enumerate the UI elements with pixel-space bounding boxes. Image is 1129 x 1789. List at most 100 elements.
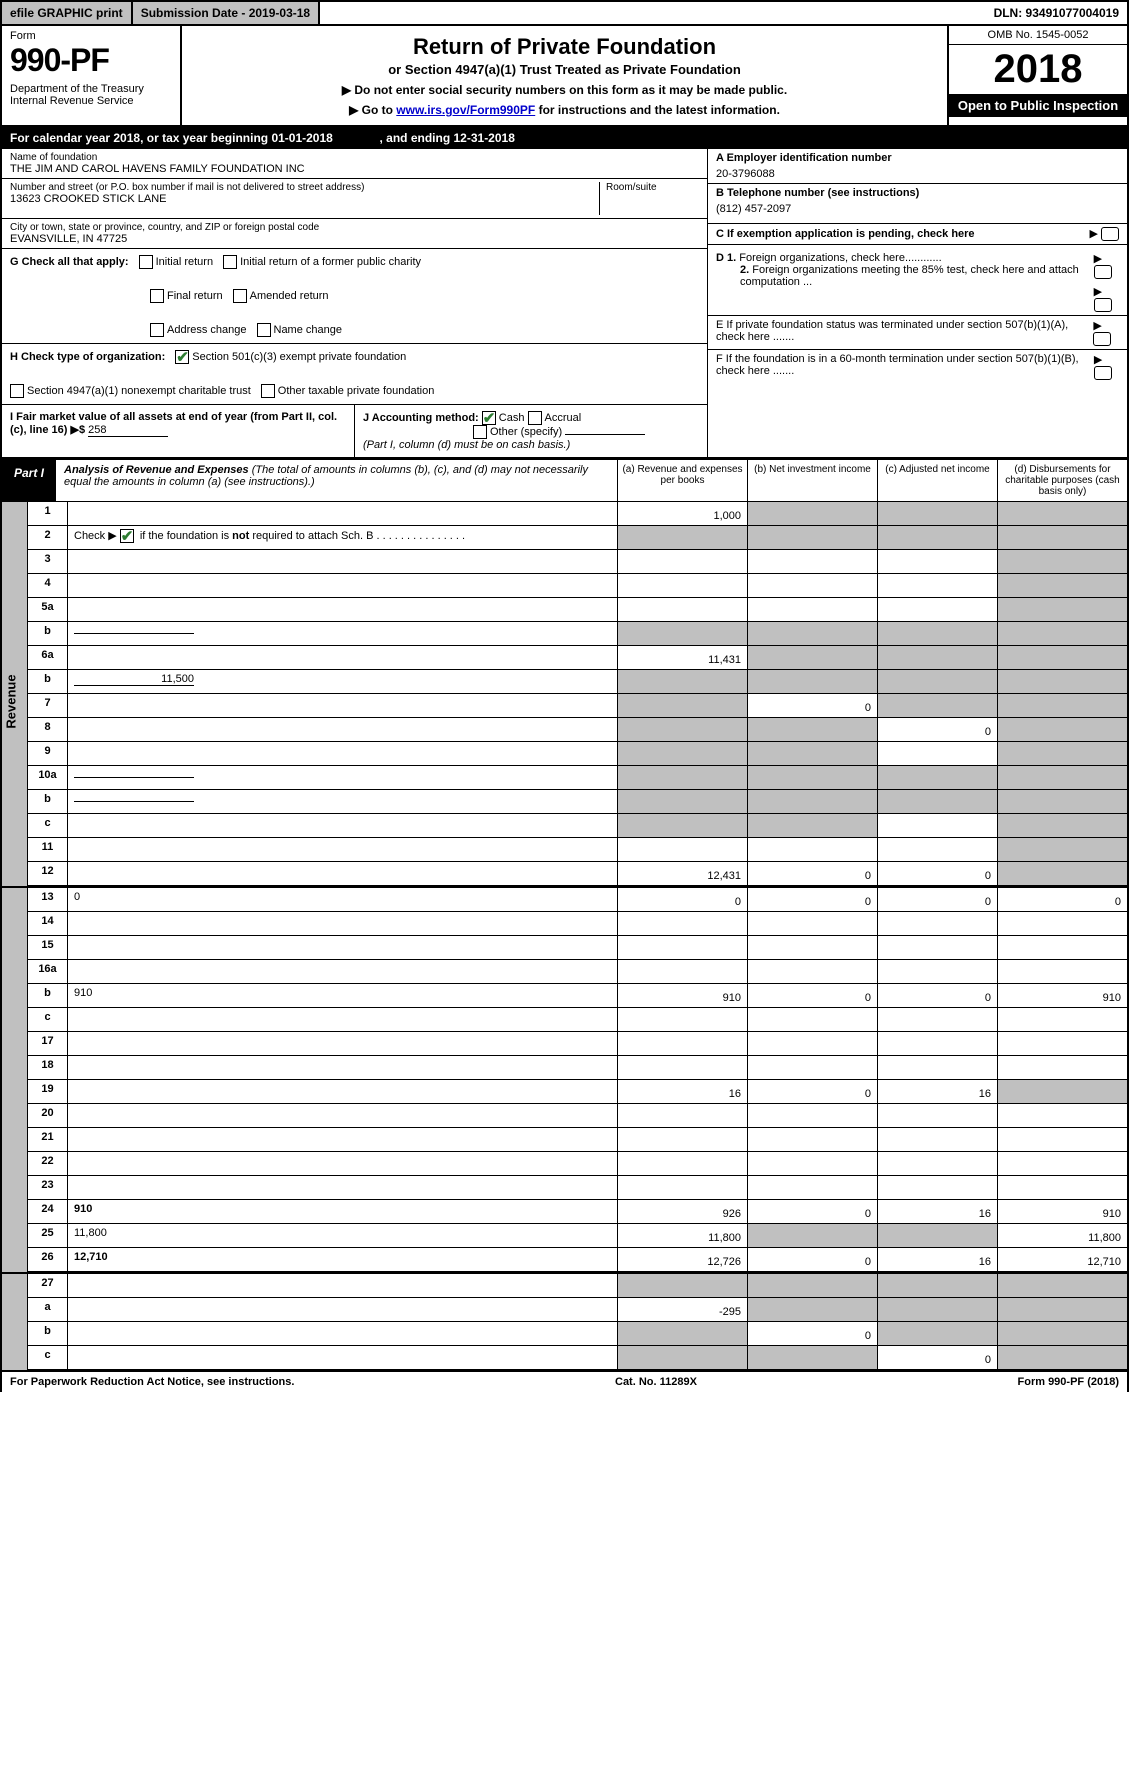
cell-a: [617, 742, 747, 765]
part1-badge: Part I: [2, 460, 56, 501]
col-a-header: (a) Revenue and expenses per books: [617, 460, 747, 501]
c-checkbox[interactable]: [1101, 227, 1119, 241]
line-description: [68, 742, 617, 765]
cell-d: [997, 1128, 1127, 1151]
table-row: 1212,43100: [28, 862, 1127, 886]
table-row: 24910926016910: [28, 1200, 1127, 1224]
h-4947[interactable]: [10, 384, 24, 398]
cell-b: [747, 1176, 877, 1199]
cell-c: 0: [877, 862, 997, 885]
revenue-table: Revenue 11,0002Check ▶ if the foundation…: [0, 502, 1129, 888]
cell-a: [617, 1176, 747, 1199]
city-state-zip: EVANSVILLE, IN 47725: [10, 233, 699, 245]
cell-b: [747, 936, 877, 959]
schb-checkbox[interactable]: [120, 529, 134, 543]
cell-c: [877, 1274, 997, 1297]
cell-a: 11,431: [617, 646, 747, 669]
table-row: b: [28, 790, 1127, 814]
cell-b: [747, 1128, 877, 1151]
cell-d: [997, 814, 1127, 837]
revenue-side-label: Revenue: [2, 502, 28, 886]
table-row: 3: [28, 550, 1127, 574]
table-row: b0: [28, 1322, 1127, 1346]
cell-d: [997, 1080, 1127, 1103]
d1-checkbox[interactable]: [1094, 265, 1112, 279]
cell-d: [997, 766, 1127, 789]
h-other-taxable[interactable]: [261, 384, 275, 398]
g-initial-return[interactable]: [139, 255, 153, 269]
j-cash[interactable]: [482, 411, 496, 425]
cell-c: [877, 1298, 997, 1321]
cell-a: [617, 766, 747, 789]
cell-b: [747, 912, 877, 935]
g-final-return[interactable]: [150, 289, 164, 303]
line-description: [68, 550, 617, 573]
cell-c: [877, 670, 997, 693]
street-address: 13623 CROOKED STICK LANE: [10, 193, 599, 205]
h-501c3[interactable]: [175, 350, 189, 364]
f-checkbox[interactable]: [1094, 366, 1112, 380]
cell-b: [747, 718, 877, 741]
cell-d: [997, 862, 1127, 885]
form-header: Form 990-PF Department of the Treasury I…: [0, 26, 1129, 127]
cell-b: [747, 1274, 877, 1297]
table-row: 4: [28, 574, 1127, 598]
room-label: Room/suite: [606, 182, 699, 193]
name-label: Name of foundation: [10, 152, 699, 163]
table-row: 70: [28, 694, 1127, 718]
cell-c: [877, 766, 997, 789]
cell-d: [997, 550, 1127, 573]
cell-c: [877, 1176, 997, 1199]
g-opt-0: Initial return: [156, 256, 213, 268]
g-amended-return[interactable]: [233, 289, 247, 303]
table-row: b 11,500: [28, 670, 1127, 694]
line-description: [68, 1322, 617, 1345]
irs-link[interactable]: www.irs.gov/Form990PF: [396, 103, 535, 117]
cell-c: [877, 912, 997, 935]
line-number: 1: [28, 502, 68, 525]
c-label: C If exemption application is pending, c…: [716, 228, 975, 240]
cell-c: 0: [877, 984, 997, 1007]
line-number: 20: [28, 1104, 68, 1127]
cell-a: [617, 814, 747, 837]
efile-button[interactable]: efile GRAPHIC print: [2, 2, 133, 24]
d2-checkbox[interactable]: [1094, 298, 1112, 312]
footer-mid: Cat. No. 11289X: [615, 1376, 697, 1388]
table-row: c: [28, 1008, 1127, 1032]
line-number: 3: [28, 550, 68, 573]
table-row: 80: [28, 718, 1127, 742]
table-row: 11: [28, 838, 1127, 862]
cell-d: 12,710: [997, 1248, 1127, 1271]
cell-c: [877, 936, 997, 959]
g-address-change[interactable]: [150, 323, 164, 337]
cell-d: [997, 1032, 1127, 1055]
e-checkbox[interactable]: [1093, 332, 1111, 346]
line-description: 11,800: [68, 1224, 617, 1247]
table-row: 9: [28, 742, 1127, 766]
cell-a: 12,726: [617, 1248, 747, 1271]
cell-b: [747, 790, 877, 813]
j-accrual[interactable]: [528, 411, 542, 425]
g-initial-former[interactable]: [223, 255, 237, 269]
line-description: [68, 960, 617, 983]
h-label: H Check type of organization:: [10, 351, 165, 363]
line-description: 910: [68, 984, 617, 1007]
cell-c: 0: [877, 888, 997, 911]
expenses-table: Operating and Administrative Expenses 13…: [0, 888, 1129, 1274]
cell-d: [997, 1008, 1127, 1031]
col-c-header: (c) Adjusted net income: [877, 460, 997, 501]
line-description: [68, 502, 617, 525]
d1-label: D 1. D 1. Foreign organizations, check h…: [716, 252, 1094, 264]
cell-b: 0: [747, 1248, 877, 1271]
cell-a: [617, 1274, 747, 1297]
omb-number: OMB No. 1545-0052: [949, 26, 1127, 45]
part1-header: Part I Analysis of Revenue and Expenses …: [0, 458, 1129, 502]
g-name-change[interactable]: [257, 323, 271, 337]
table-row: 5a: [28, 598, 1127, 622]
cell-b: [747, 1056, 877, 1079]
line-description: [68, 1152, 617, 1175]
top-bar: efile GRAPHIC print Submission Date - 20…: [0, 0, 1129, 26]
cell-d: [997, 1298, 1127, 1321]
j-other[interactable]: [473, 425, 487, 439]
cell-b: 0: [747, 1322, 877, 1345]
